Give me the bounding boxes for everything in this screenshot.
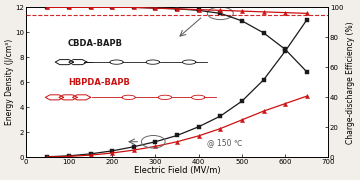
Y-axis label: Energy Density (J/cm³): Energy Density (J/cm³): [5, 39, 14, 125]
Text: @ 150 ℃: @ 150 ℃: [207, 138, 243, 147]
Text: CBDA-BAPB: CBDA-BAPB: [68, 39, 123, 48]
Y-axis label: Charge-discharge Efficiency (%): Charge-discharge Efficiency (%): [346, 21, 355, 144]
Text: HBPDA-BAPB: HBPDA-BAPB: [68, 78, 130, 87]
X-axis label: Electric Field (MV/m): Electric Field (MV/m): [134, 166, 220, 175]
